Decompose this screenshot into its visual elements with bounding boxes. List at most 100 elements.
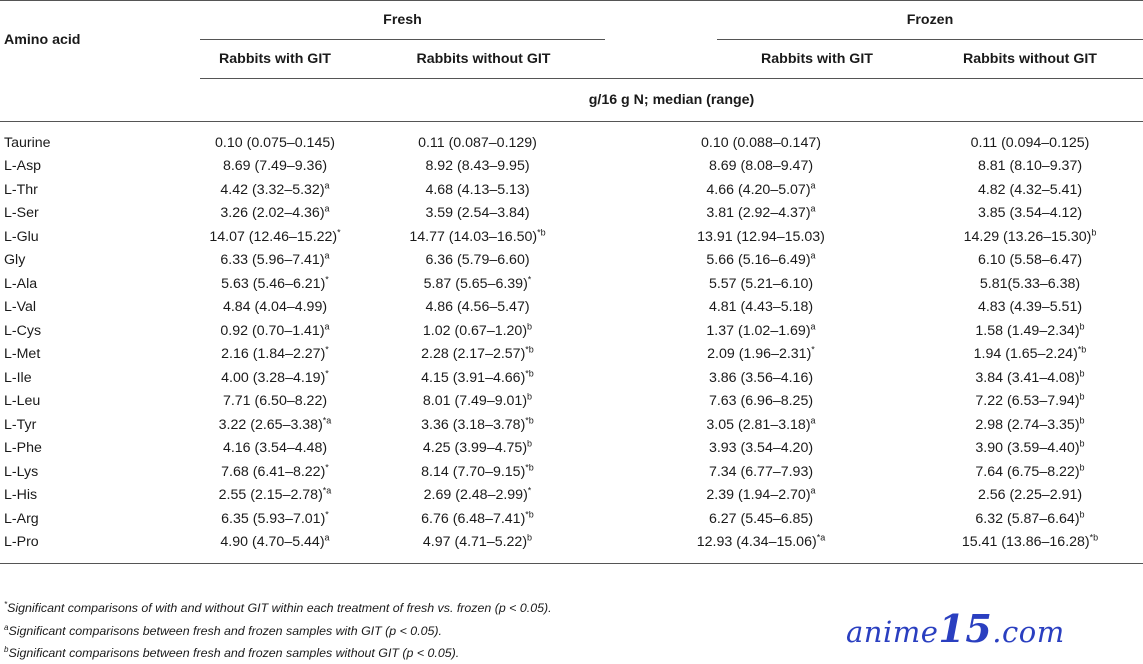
table-header: Amino acid Fresh Frozen Rabbits with GIT… xyxy=(0,0,1143,132)
fresh-with-git-cell: 3.26 (2.02–4.36)a xyxy=(220,203,330,222)
frozen-with-git-cell: 4.81 (4.43–5.18) xyxy=(708,299,814,316)
fresh-group-header: Fresh xyxy=(200,1,605,40)
table-row: L-Thr 4.42 (3.32–5.32)a 4.68 (4.13–5.13) 4.… xyxy=(0,178,1143,202)
amino-acid-name: L-His xyxy=(4,487,38,504)
frozen-with-git-cell: 0.10 (0.088–0.147) xyxy=(701,134,821,151)
fresh-without-git-cell: 1.02 (0.67–1.20)b xyxy=(422,321,533,339)
footnote-a: aSignificant comparisons between fresh a… xyxy=(4,622,442,638)
frozen-with-git-cell: 12.93 (4.34–15.06)*a xyxy=(696,532,826,551)
fresh-without-git-cell: 8.92 (8.43–9.95) xyxy=(425,158,530,175)
footnote-b: bSignificant comparisons between fresh a… xyxy=(4,644,460,660)
frozen-without-git-cell: 6.32 (5.87–6.64)b xyxy=(975,509,1085,527)
fresh-without-git-cell: 14.77 (14.03–16.50)*b xyxy=(409,227,546,245)
table-row: L-His 2.55 (2.15–2.78)*a 2.69 (2.48–2.99)*… xyxy=(0,484,1143,508)
amino-acid-name: L-Ala xyxy=(4,275,38,292)
frozen-with-git-header: Rabbits with GIT xyxy=(761,51,873,67)
fresh-without-git-cell: 8.01 (7.49–9.01)b xyxy=(422,391,533,410)
fresh-without-git-cell: 3.59 (2.54–3.84) xyxy=(425,205,530,222)
table-row: L-Ser 3.26 (2.02–4.36)a 3.59 (2.54–3.84) 3.… xyxy=(0,202,1143,226)
fresh-with-git-cell: 2.55 (2.15–2.78)*a xyxy=(218,485,332,504)
fresh-with-git-cell: 4.42 (3.32–5.32)a xyxy=(220,180,330,198)
fresh-without-git-cell: 4.86 (4.56–5.47) xyxy=(425,299,530,316)
amino-acid-name: L-Cys xyxy=(4,322,42,339)
table-row: L-Met 2.16 (1.84–2.27)* 2.28 (2.17–2.57)*b… xyxy=(0,343,1143,367)
frozen-with-git-cell: 6.27 (5.45–6.85) xyxy=(708,510,814,527)
fresh-with-git-cell: 6.33 (5.96–7.41)a xyxy=(220,250,330,269)
amino-acid-name: L-Val xyxy=(4,299,37,316)
fresh-without-git-cell: 6.36 (5.79–6.60) xyxy=(425,252,530,269)
frozen-without-git-cell: 3.84 (3.41–4.08)b xyxy=(975,368,1085,386)
fresh-with-git-cell: 6.35 (5.93–7.01)* xyxy=(221,509,329,527)
frozen-without-git-cell: 7.22 (6.53–7.94)b xyxy=(975,391,1085,410)
table-row: L-Cys 0.92 (0.70–1.41)a 1.02 (0.67–1.20)b 1… xyxy=(0,319,1143,343)
amino-acid-name: L-Tyr xyxy=(4,416,37,433)
fresh-with-git-cell: 8.69 (7.49–9.36) xyxy=(222,158,328,175)
fresh-without-git-cell: 4.25 (3.99–4.75)b xyxy=(422,438,533,457)
table-row: Taurine 0.10 (0.075–0.145) 0.11 (0.087–0.1… xyxy=(0,131,1143,155)
frozen-with-git-cell: 13.91 (12.94–15.03) xyxy=(697,228,825,245)
amino-acid-name: Gly xyxy=(4,252,26,269)
amino-acid-name: L-Pro xyxy=(4,534,39,551)
table-row: L-Ile 4.00 (3.28–4.19)* 4.15 (3.91–4.66)*b… xyxy=(0,366,1143,390)
frozen-with-git-cell: 3.81 (2.92–4.37)a xyxy=(706,203,816,222)
frozen-without-git-cell: 0.11 (0.094–0.125) xyxy=(970,134,1090,151)
table-row: L-Glu 14.07 (12.46–15.22)* 14.77 (14.03–16… xyxy=(0,225,1143,249)
fresh-with-git-header: Rabbits with GIT xyxy=(219,51,331,67)
table-row: L-Phe 4.16 (3.54–4.48) 4.25 (3.99–4.75)b 3.… xyxy=(0,437,1143,461)
table-row: L-Val 4.84 (4.04–4.99) 4.86 (4.56–5.47) 4.8… xyxy=(0,296,1143,320)
frozen-with-git-cell: 4.66 (4.20–5.07)a xyxy=(706,180,816,198)
fresh-with-git-cell: 4.84 (4.04–4.99) xyxy=(222,299,328,316)
amino-acid-name: L-Leu xyxy=(4,393,41,410)
frozen-without-git-cell: 4.83 (4.39–5.51) xyxy=(977,299,1083,316)
fresh-with-git-cell: 7.71 (6.50–8.22) xyxy=(222,393,328,410)
table-row: L-Lys 7.68 (6.41–8.22)* 8.14 (7.70–9.15)*b… xyxy=(0,460,1143,484)
frozen-without-git-cell: 6.10 (5.58–6.47) xyxy=(977,252,1083,269)
fresh-without-git-cell: 4.97 (4.71–5.22)b xyxy=(422,532,533,551)
fresh-with-git-cell: 7.68 (6.41–8.22)* xyxy=(221,462,329,480)
frozen-without-git-cell: 1.58 (1.49–2.34)b xyxy=(975,321,1085,339)
table-row: L-Pro 4.90 (4.70–5.44)a 4.97 (4.71–5.22)b 1… xyxy=(0,531,1143,555)
fresh-without-git-cell: 6.76 (6.48–7.41)*b xyxy=(421,509,534,527)
amino-acid-name: L-Glu xyxy=(4,228,39,245)
amino-acid-name: L-Thr xyxy=(4,181,38,198)
fresh-with-git-cell: 0.92 (0.70–1.41)a xyxy=(220,321,330,339)
amino-acid-name: L-Asp xyxy=(4,158,42,175)
fresh-without-git-cell: 3.36 (3.18–3.78)*b xyxy=(421,415,534,433)
frozen-without-git-header: Rabbits without GIT xyxy=(963,51,1097,67)
amino-acid-header: Amino acid xyxy=(4,31,81,48)
frozen-with-git-cell: 5.66 (5.16–6.49)a xyxy=(706,250,816,269)
table-row: L-Asp 8.69 (7.49–9.36) 8.92 (8.43–9.95) 8.6… xyxy=(0,155,1143,179)
amino-acid-name: L-Lys xyxy=(4,463,39,480)
frozen-without-git-cell: 3.85 (3.54–4.12) xyxy=(977,205,1083,222)
fresh-without-git-header: Rabbits without GIT xyxy=(416,51,551,67)
fresh-with-git-cell: 4.00 (3.28–4.19)* xyxy=(221,368,329,386)
fresh-with-git-cell: 0.10 (0.075–0.145) xyxy=(215,134,335,151)
frozen-with-git-cell: 3.86 (3.56–4.16) xyxy=(708,369,814,386)
table-row: L-Leu 7.71 (6.50–8.22) 8.01 (7.49–9.01)b 7.… xyxy=(0,390,1143,414)
fresh-with-git-cell: 2.16 (1.84–2.27)* xyxy=(221,344,329,363)
fresh-with-git-cell: 3.22 (2.65–3.38)*a xyxy=(218,415,332,433)
frozen-without-git-cell: 8.81 (8.10–9.37) xyxy=(977,158,1083,175)
frozen-without-git-cell: 15.41 (13.86–16.28)*b xyxy=(961,532,1099,551)
frozen-without-git-cell: 2.56 (2.25–2.91) xyxy=(977,487,1083,504)
fresh-without-git-cell: 4.68 (4.13–5.13) xyxy=(425,181,530,198)
frozen-with-git-cell: 7.63 (6.96–8.25) xyxy=(708,393,814,410)
fresh-with-git-cell: 4.90 (4.70–5.44)a xyxy=(220,532,330,551)
frozen-without-git-cell: 4.82 (4.32–5.41) xyxy=(977,181,1083,198)
fresh-without-git-cell: 5.87 (5.65–6.39)* xyxy=(423,274,532,292)
fresh-with-git-cell: 5.63 (5.46–6.21)* xyxy=(221,274,329,292)
frozen-with-git-cell: 5.57 (5.21–6.10) xyxy=(708,275,814,292)
frozen-with-git-cell: 8.69 (8.08–9.47) xyxy=(708,158,814,175)
amino-acid-name: L-Arg xyxy=(4,510,39,527)
frozen-with-git-cell: 1.37 (1.02–1.69)a xyxy=(706,321,816,339)
frozen-without-git-cell: 1.94 (1.65–2.24)*b xyxy=(973,344,1087,363)
frozen-without-git-cell: 2.98 (2.74–3.35)b xyxy=(975,415,1085,433)
amino-acid-name: L-Phe xyxy=(4,440,42,457)
frozen-with-git-cell: 3.93 (3.54–4.20) xyxy=(708,440,814,457)
table-row: L-Ala 5.63 (5.46–6.21)* 5.87 (5.65–6.39)* 5… xyxy=(0,272,1143,296)
amino-acid-name: L-Ile xyxy=(4,369,32,386)
frozen-without-git-cell: 14.29 (13.26–15.30)b xyxy=(963,227,1097,245)
watermark-logo: anime15.com xyxy=(846,606,1065,651)
frozen-without-git-cell: 5.81(5.33–6.38) xyxy=(979,275,1081,292)
frozen-with-git-cell: 2.09 (1.96–2.31)* xyxy=(707,344,815,363)
